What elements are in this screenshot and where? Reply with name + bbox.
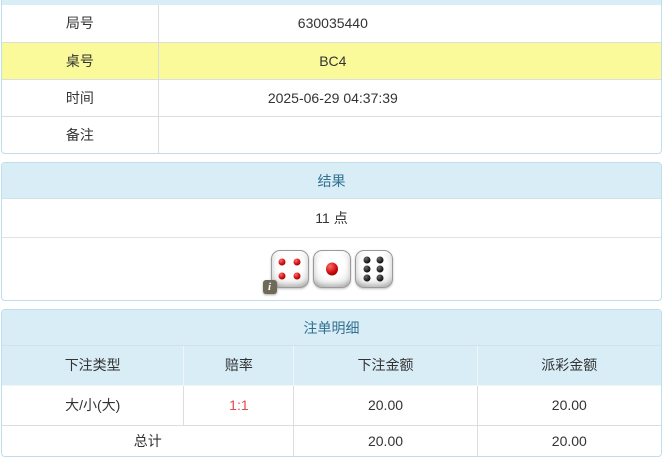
- info-row-table: 桌号 BC4: [2, 41, 661, 80]
- result-panel: 结果 11 点 i: [1, 162, 662, 301]
- die-2: [312, 250, 351, 288]
- info-icon[interactable]: i: [262, 280, 277, 294]
- result-points: 11 点: [2, 199, 661, 238]
- bet-type-cell: 大/小(大): [2, 384, 185, 426]
- round-number-value: 630035440: [157, 4, 661, 43]
- bet-row: 大/小(大) 1:1 20.00 20.00: [2, 384, 661, 426]
- round-number-label: 局号: [2, 4, 159, 43]
- die-pip: [363, 274, 371, 282]
- bets-panel: 注单明细 下注类型 赔率 下注金额 派彩金额 大/小(大) 1:1 20.00 …: [1, 309, 662, 457]
- total-payout-amount-cell: 20.00: [476, 424, 661, 456]
- total-bet-amount-cell: 20.00: [293, 424, 478, 456]
- column-header-odds: 赔率: [183, 345, 295, 386]
- die-pip: [278, 258, 286, 266]
- result-panel-header: 结果: [2, 163, 661, 199]
- info-row-round: 局号 630035440: [2, 4, 661, 43]
- time-value: 2025-06-29 04:37:39: [157, 78, 661, 117]
- dice-container: i: [2, 238, 661, 300]
- die-pip: [363, 265, 371, 273]
- die-1: [270, 250, 309, 288]
- die-pip: [363, 256, 371, 264]
- game-info-panel: 局号 630035440 桌号 BC4 时间 2025-06-29 04:37:…: [1, 0, 662, 154]
- remark-value: [157, 115, 661, 153]
- cropped-header-strip: [2, 0, 661, 5]
- die-pip: [325, 262, 338, 276]
- remark-label: 备注: [2, 115, 159, 153]
- total-row: 总计 20.00 20.00: [2, 424, 661, 456]
- info-row-time: 时间 2025-06-29 04:37:39: [2, 78, 661, 117]
- first-die-wrap: i: [262, 250, 309, 294]
- column-header-bet-amount: 下注金额: [293, 345, 478, 386]
- time-label: 时间: [2, 78, 159, 117]
- column-header-bet-type: 下注类型: [2, 345, 185, 386]
- odds-cell: 1:1: [183, 384, 295, 426]
- die-3: [354, 250, 393, 288]
- die-pip: [376, 274, 384, 282]
- die-pip: [293, 272, 301, 280]
- bets-table: 下注类型 赔率 下注金额 派彩金额 大/小(大) 1:1 20.00 20.00…: [2, 345, 661, 456]
- bet-amount-cell: 20.00: [293, 384, 478, 426]
- column-header-payout-amount: 派彩金额: [476, 345, 661, 386]
- die-pip: [376, 256, 384, 264]
- info-row-remark: 备注: [2, 115, 661, 153]
- bets-header-row: 下注类型 赔率 下注金额 派彩金额: [2, 345, 661, 386]
- total-label-cell: 总计: [2, 424, 295, 456]
- bets-panel-header: 注单明细: [2, 310, 661, 346]
- die-pip: [278, 272, 286, 280]
- table-number-label: 桌号: [2, 41, 159, 80]
- payout-amount-cell: 20.00: [476, 384, 661, 426]
- table-number-value: BC4: [157, 41, 661, 80]
- game-info-table: 局号 630035440 桌号 BC4 时间 2025-06-29 04:37:…: [2, 4, 661, 153]
- die-pip: [376, 265, 384, 273]
- die-pip: [293, 258, 301, 266]
